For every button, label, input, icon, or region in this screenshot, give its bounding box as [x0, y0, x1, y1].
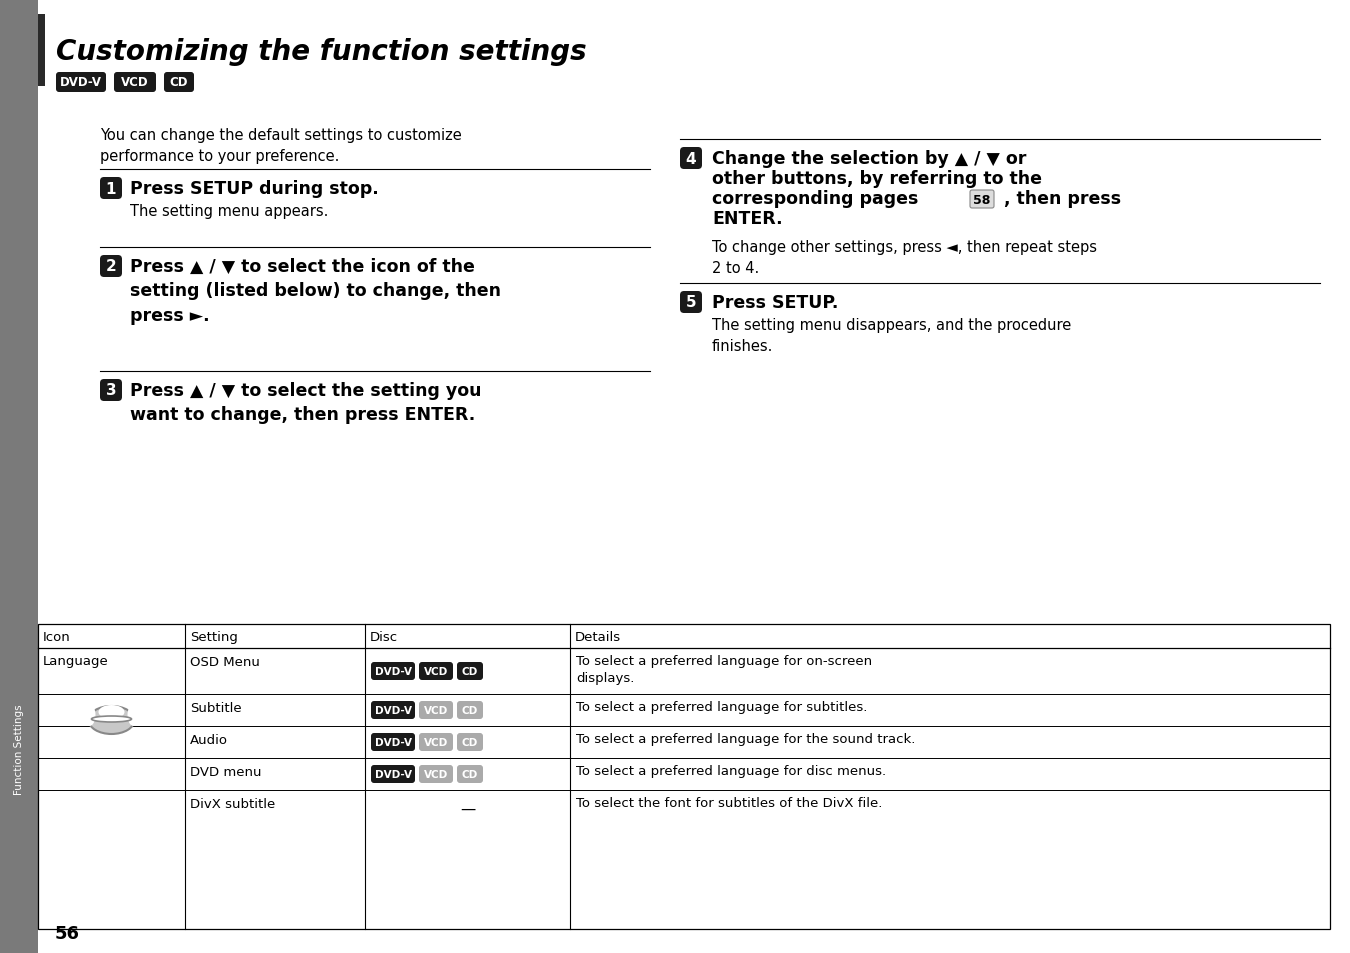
Ellipse shape — [92, 717, 131, 722]
Text: DVD-V: DVD-V — [374, 738, 412, 747]
FancyBboxPatch shape — [418, 662, 454, 680]
Ellipse shape — [99, 705, 124, 720]
Ellipse shape — [127, 704, 139, 726]
FancyBboxPatch shape — [680, 292, 702, 314]
Text: DVD menu: DVD menu — [190, 765, 262, 779]
Ellipse shape — [89, 706, 135, 734]
Text: CD: CD — [462, 738, 478, 747]
Text: To select a preferred language for on-screen
displays.: To select a preferred language for on-sc… — [576, 655, 872, 684]
Text: Details: Details — [575, 630, 621, 643]
Text: VCD: VCD — [424, 769, 448, 780]
Text: —: — — [460, 801, 475, 816]
Text: Function Settings: Function Settings — [14, 704, 24, 795]
Text: DivX subtitle: DivX subtitle — [190, 797, 275, 810]
FancyBboxPatch shape — [371, 662, 414, 680]
FancyBboxPatch shape — [418, 733, 454, 751]
Bar — [38, 624, 1330, 929]
Text: To select a preferred language for subtitles.: To select a preferred language for subti… — [576, 700, 867, 713]
Text: DVD-V: DVD-V — [374, 666, 412, 677]
Bar — [38, 15, 45, 87]
FancyBboxPatch shape — [100, 255, 122, 277]
Text: ENTER.: ENTER. — [711, 210, 783, 228]
Text: You can change the default settings to customize
performance to your preference.: You can change the default settings to c… — [100, 128, 462, 164]
Text: To select the font for subtitles of the DivX file.: To select the font for subtitles of the … — [576, 796, 883, 809]
Text: OSD Menu: OSD Menu — [190, 656, 259, 668]
Text: , then press: , then press — [998, 190, 1120, 208]
Bar — [0, 0, 38, 953]
Text: Subtitle: Subtitle — [190, 701, 242, 714]
Text: Language: Language — [43, 655, 109, 667]
Text: CD: CD — [462, 666, 478, 677]
Text: 58: 58 — [973, 193, 991, 206]
FancyBboxPatch shape — [418, 701, 454, 720]
Text: To select a preferred language for the sound track.: To select a preferred language for the s… — [576, 732, 915, 745]
Text: Press ▲ / ▼ to select the setting you
want to change, then press ENTER.: Press ▲ / ▼ to select the setting you wa… — [130, 381, 482, 424]
FancyBboxPatch shape — [458, 733, 483, 751]
Text: 56: 56 — [55, 924, 80, 942]
FancyBboxPatch shape — [458, 701, 483, 720]
Text: VCD: VCD — [424, 738, 448, 747]
Text: The setting menu appears.: The setting menu appears. — [130, 204, 328, 219]
Text: To select a preferred language for disc menus.: To select a preferred language for disc … — [576, 764, 886, 778]
Text: Setting: Setting — [190, 630, 238, 643]
FancyBboxPatch shape — [458, 662, 483, 680]
FancyBboxPatch shape — [971, 191, 994, 209]
Text: 4: 4 — [686, 152, 697, 167]
Text: CD: CD — [462, 705, 478, 716]
Text: The setting menu disappears, and the procedure
finishes.: The setting menu disappears, and the pro… — [711, 317, 1072, 354]
Text: Customizing the function settings: Customizing the function settings — [55, 38, 587, 66]
Text: Disc: Disc — [370, 630, 398, 643]
Text: VCD: VCD — [424, 705, 448, 716]
Text: 5: 5 — [686, 295, 697, 310]
Text: Icon: Icon — [43, 630, 70, 643]
Text: DVD-V: DVD-V — [374, 705, 412, 716]
Text: DVD-V: DVD-V — [374, 769, 412, 780]
FancyBboxPatch shape — [371, 765, 414, 783]
FancyBboxPatch shape — [100, 178, 122, 200]
FancyBboxPatch shape — [371, 701, 414, 720]
Text: corresponding pages: corresponding pages — [711, 190, 925, 208]
FancyBboxPatch shape — [458, 765, 483, 783]
Text: VCD: VCD — [424, 666, 448, 677]
Text: other buttons, by referring to the: other buttons, by referring to the — [711, 170, 1042, 188]
FancyBboxPatch shape — [371, 733, 414, 751]
Text: 2: 2 — [105, 259, 116, 274]
Text: Change the selection by ▲ / ▼ or: Change the selection by ▲ / ▼ or — [711, 150, 1026, 168]
FancyBboxPatch shape — [113, 73, 157, 92]
FancyBboxPatch shape — [163, 73, 194, 92]
FancyBboxPatch shape — [100, 379, 122, 401]
Text: CD: CD — [170, 76, 188, 90]
FancyBboxPatch shape — [680, 148, 702, 170]
Text: Press SETUP during stop.: Press SETUP during stop. — [130, 180, 379, 198]
Text: 1: 1 — [105, 181, 116, 196]
Text: Press ▲ / ▼ to select the icon of the
setting (listed below) to change, then
pre: Press ▲ / ▼ to select the icon of the se… — [130, 257, 501, 324]
Text: CD: CD — [462, 769, 478, 780]
FancyBboxPatch shape — [55, 73, 107, 92]
Text: VCD: VCD — [122, 76, 148, 90]
Text: Press SETUP.: Press SETUP. — [711, 294, 838, 312]
Text: DVD-V: DVD-V — [59, 76, 103, 90]
Ellipse shape — [84, 704, 96, 726]
FancyBboxPatch shape — [418, 765, 454, 783]
Text: To change other settings, press ◄, then repeat steps
2 to 4.: To change other settings, press ◄, then … — [711, 240, 1098, 275]
Text: 3: 3 — [105, 383, 116, 398]
Text: Audio: Audio — [190, 733, 228, 746]
